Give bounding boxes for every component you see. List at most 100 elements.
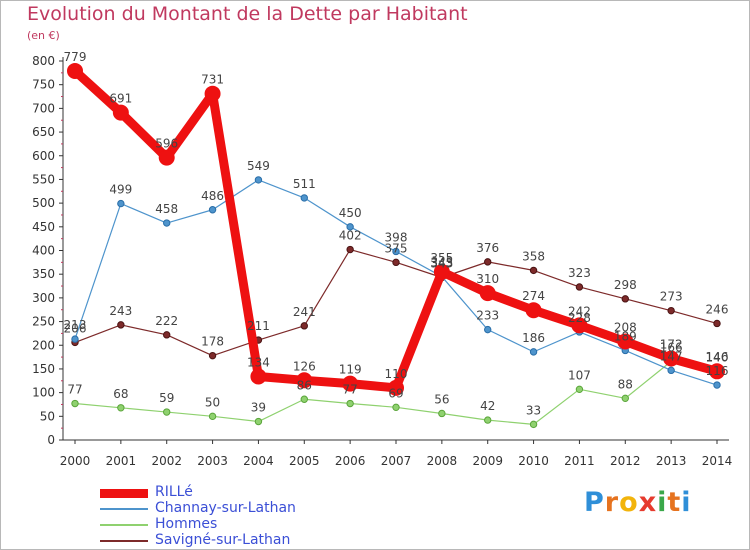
data-label-rille: 126 bbox=[293, 359, 316, 373]
data-point-hommes bbox=[300, 395, 308, 403]
legend-label-hommes: Hommes bbox=[155, 516, 218, 532]
data-label-channay: 189 bbox=[614, 329, 637, 343]
data-point-channay bbox=[117, 199, 125, 208]
data-point-savigne bbox=[117, 321, 125, 329]
data-label-rille: 310 bbox=[476, 272, 499, 286]
y-tick-label: 350 bbox=[32, 267, 55, 281]
data-label-rille: 596 bbox=[155, 137, 178, 151]
data-label-savigne: 222 bbox=[155, 314, 178, 328]
data-label-savigne: 298 bbox=[614, 278, 637, 292]
data-label-rille: 355 bbox=[430, 251, 453, 265]
data-point-channay bbox=[163, 219, 171, 227]
data-label-savigne: 402 bbox=[339, 229, 362, 243]
y-tick-label: 100 bbox=[32, 386, 55, 400]
x-tick-label: 2013 bbox=[656, 454, 687, 468]
data-point-channay bbox=[392, 247, 400, 256]
data-point-savigne bbox=[392, 258, 400, 267]
x-tick-label: 2009 bbox=[472, 454, 503, 468]
data-point-savigne bbox=[484, 258, 492, 266]
legend-swatch-channay bbox=[100, 508, 148, 510]
data-label-hommes: 56 bbox=[434, 392, 449, 406]
data-label-hommes: 50 bbox=[205, 395, 220, 409]
data-label-savigne: 358 bbox=[522, 249, 545, 263]
data-point-rille bbox=[525, 302, 542, 319]
data-label-channay: 147 bbox=[660, 349, 683, 363]
data-label-rille: 691 bbox=[109, 92, 132, 106]
data-label-hommes: 86 bbox=[297, 378, 312, 392]
y-tick-label: 650 bbox=[32, 125, 55, 139]
data-label-channay: 398 bbox=[385, 230, 408, 244]
data-point-savigne bbox=[621, 295, 629, 303]
x-tick-label: 2003 bbox=[197, 454, 228, 468]
x-tick-label: 2007 bbox=[381, 454, 412, 468]
data-point-savigne bbox=[346, 245, 354, 254]
data-label-rille: 242 bbox=[568, 304, 591, 318]
data-point-rille bbox=[342, 375, 359, 392]
x-tick-label: 2010 bbox=[518, 454, 549, 468]
x-tick-label: 2014 bbox=[702, 454, 733, 468]
data-point-channay bbox=[254, 176, 263, 184]
x-tick-label: 2002 bbox=[151, 454, 182, 468]
data-label-savigne: 178 bbox=[201, 335, 224, 349]
x-tick-label: 2000 bbox=[60, 454, 91, 468]
x-tick-label: 2006 bbox=[335, 454, 366, 468]
chart-title: Evolution du Montant de la Dette par Hab… bbox=[27, 3, 468, 25]
data-label-savigne: 375 bbox=[385, 241, 408, 255]
data-label-hommes: 77 bbox=[343, 383, 358, 397]
data-label-hommes: 77 bbox=[67, 383, 82, 397]
data-label-savigne: 273 bbox=[660, 290, 683, 304]
x-tick-label: 2005 bbox=[289, 454, 320, 468]
data-point-rille bbox=[709, 363, 725, 380]
x-tick-label: 2008 bbox=[427, 454, 458, 468]
data-label-rille: 134 bbox=[247, 356, 270, 370]
data-label-rille: 208 bbox=[614, 320, 637, 334]
data-point-savigne bbox=[667, 306, 675, 315]
data-label-hommes: 146 bbox=[706, 350, 729, 364]
data-label-channay: 345 bbox=[430, 256, 453, 270]
data-label-rille: 274 bbox=[522, 289, 545, 303]
proxiti-logo: Proxiti bbox=[584, 487, 692, 518]
data-label-savigne: 243 bbox=[109, 304, 132, 318]
legend-swatch-hommes bbox=[100, 524, 148, 526]
data-point-hommes bbox=[621, 394, 629, 403]
y-tick-label: 300 bbox=[32, 291, 55, 305]
data-label-rille: 731 bbox=[201, 73, 224, 87]
y-tick-label: 450 bbox=[32, 220, 55, 234]
data-label-hommes: 88 bbox=[618, 377, 633, 391]
data-point-savigne bbox=[529, 266, 538, 275]
x-tick-label: 2011 bbox=[564, 454, 595, 468]
data-point-channay bbox=[713, 381, 721, 389]
data-point-rille bbox=[663, 350, 680, 367]
y-tick-label: 800 bbox=[32, 54, 55, 68]
data-point-hommes bbox=[163, 408, 171, 416]
data-point-rille bbox=[571, 317, 588, 334]
logo-letter: t bbox=[667, 487, 682, 518]
legend-swatch-savigne bbox=[100, 540, 148, 542]
data-point-rille bbox=[433, 263, 450, 280]
data-point-hommes bbox=[484, 416, 492, 424]
data-point-hommes bbox=[575, 385, 584, 394]
data-point-hommes bbox=[208, 412, 217, 421]
data-point-channay bbox=[346, 223, 354, 231]
data-point-rille bbox=[617, 333, 634, 350]
data-label-channay: 233 bbox=[476, 309, 499, 323]
data-label-savigne: 246 bbox=[706, 302, 729, 316]
data-label-savigne: 343 bbox=[430, 257, 453, 271]
data-point-savigne bbox=[713, 319, 721, 328]
data-point-rille bbox=[158, 149, 175, 166]
data-point-savigne bbox=[163, 331, 171, 339]
data-point-channay bbox=[71, 335, 79, 343]
data-label-hommes: 107 bbox=[568, 368, 591, 382]
data-point-rille bbox=[204, 85, 221, 102]
y-tick-label: 150 bbox=[32, 362, 55, 376]
data-label-channay: 450 bbox=[339, 206, 362, 220]
data-label-hommes: 69 bbox=[388, 386, 403, 400]
data-point-savigne bbox=[575, 283, 584, 291]
logo-letter: i bbox=[657, 487, 668, 518]
data-label-hommes: 59 bbox=[159, 391, 174, 405]
data-label-rille: 110 bbox=[385, 367, 408, 381]
data-label-channay: 458 bbox=[155, 202, 178, 216]
data-label-savigne: 211 bbox=[247, 319, 270, 333]
